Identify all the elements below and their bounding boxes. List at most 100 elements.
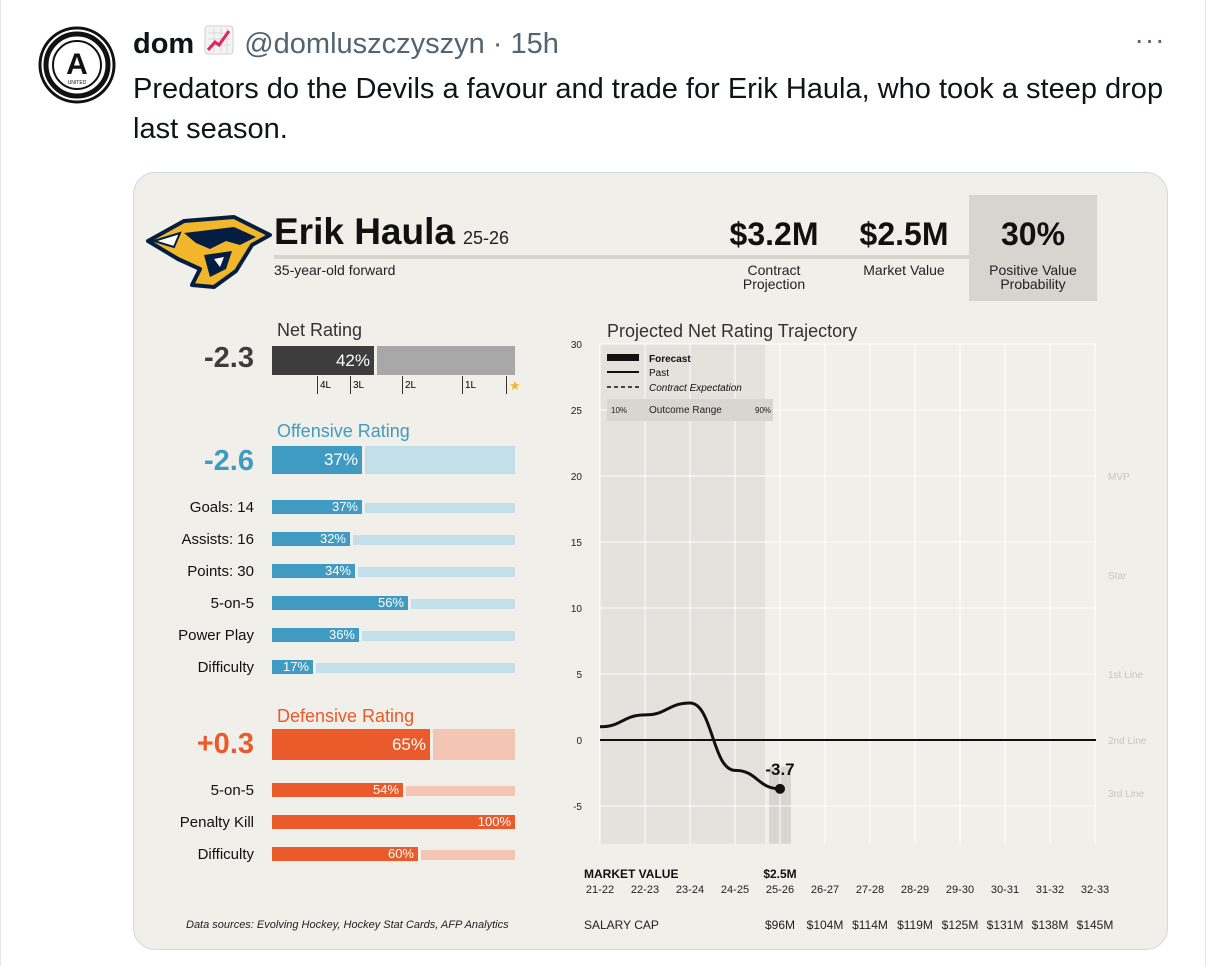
x-tick-label: 31-32 [1036,884,1064,896]
offensive-row-label: Points: 30 [187,563,254,580]
y-tick-label: 25 [571,406,583,417]
header-divider [274,255,969,259]
legend-forecast-swatch [607,354,639,361]
salary-cap-value: $104M [807,918,844,932]
x-tick-label: 30-31 [991,884,1019,896]
marker-2L: 2L [402,376,416,394]
chart-increasing-emoji-icon [204,25,234,63]
offensive-rating-value: -2.6 [204,445,254,477]
defensive-rating-title: Defensive Rating [277,706,415,726]
offensive-rating-bar-fill: 37% [272,446,362,474]
offensive-row-track [358,567,515,577]
offensive-rating-bar: 37% [272,446,515,474]
defensive-row-track [406,786,515,796]
past-series-line [599,701,781,791]
offensive-row-bar: 36% [272,628,359,642]
defensive-row-bar: 54% [272,783,403,797]
tweet-timestamp[interactable]: 15h [510,27,559,60]
market-value-axis-label: MARKET VALUE [584,867,678,881]
x-tick-label: 29-30 [946,884,974,896]
x-tick-label: 23-24 [676,884,704,896]
y-tick-label: 5 [576,670,582,681]
salary-cap-label: SALARY CAP [584,918,659,932]
salary-cap-value: $138M [1032,918,1069,932]
defensive-row-label: Difficulty [197,846,254,863]
tier-label: 3rd Line [1108,789,1145,800]
legend-past-label: Past [649,368,669,379]
current-value-label: -3.7 [765,760,794,779]
data-sources-note: Data sources: Evolving Hockey, Hockey St… [186,919,509,931]
offensive-row-bar: 56% [272,596,408,610]
trajectory-chart: 30 25 20 15 10 5 0 -5 MVP Star 1st Line 2nd Line 3rd… [571,321,1147,932]
offensive-rating-title: Offensive Rating [277,421,410,441]
x-tick-label: 24-25 [721,884,749,896]
author-handle[interactable]: @domluszczyszyn [244,27,485,60]
defensive-rating-bar-fill: 65% [272,729,430,760]
offensive-row-track [362,631,515,641]
y-tick-label: 0 [576,736,582,747]
marker-1L: 1L [462,376,476,394]
defensive-row-track [421,850,515,860]
past-region-shading [600,344,765,844]
more-options-icon[interactable]: ··· [1134,24,1166,55]
y-tick-label: 20 [571,472,583,483]
contract-projection-label: Contract Projection [742,262,806,292]
offensive-rating-bar-track [365,446,515,474]
offensive-row-label: Difficulty [197,659,254,676]
offensive-row-track [365,503,515,513]
offensive-row-label: 5-on-5 [210,595,254,612]
tweet-header: dom @domluszczyszyn · 15h [133,25,559,63]
legend-range-high: 90% [755,406,771,415]
tweet-text: Predators do the Devils a favour and tra… [133,73,1164,145]
defensive-rating-value: +0.3 [196,728,254,760]
author-avatar[interactable]: A UNITED [38,26,116,104]
legend-forecast-label: Forecast [649,354,691,365]
season-label: 25-26 [463,228,510,248]
legend-range-swatch [607,399,773,421]
offensive-row-track [316,663,515,673]
positive-value-probability-value: 30% [1000,216,1066,252]
player-card-image[interactable]: Erik Haula 25-26 35-year-old forward $3.… [133,172,1168,950]
tier-label: Star [1108,571,1127,582]
x-tick-label: 25-26 [766,884,794,896]
y-tick-label: -5 [573,802,582,813]
legend-contract-label: Contract Expectation [649,383,742,394]
offensive-row-track [353,535,515,545]
player-name: Erik Haula [274,211,455,252]
net-rating-value: -2.3 [204,342,254,374]
offensive-row-bar: 32% [272,532,350,546]
marker-3L: 3L [350,376,364,394]
tier-label: 2nd Line [1108,736,1147,747]
x-tick-label: 26-27 [811,884,839,896]
positive-value-box [969,195,1097,301]
offensive-row-bar: 34% [272,564,355,578]
author-name[interactable]: dom [133,27,195,60]
x-tick-label: 32-33 [1081,884,1109,896]
y-tick-label: 10 [571,604,583,615]
marker-4L: 4L [317,376,331,394]
salary-cap-value: $131M [987,918,1024,932]
separator-dot: · [492,27,503,60]
x-tick-label: 21-22 [586,884,614,896]
net-rating-bar: 42% [272,346,515,375]
salary-cap-value: $125M [942,918,979,932]
x-tick-label: 22-23 [631,884,659,896]
avatar-subtext: UNITED [68,80,87,86]
offensive-row-bar: 37% [272,500,362,514]
legend-range-label: Outcome Range [649,405,722,416]
x-tick-label: 28-29 [901,884,929,896]
defensive-row-label: Penalty Kill [179,814,254,831]
net-rating-bar-track [377,346,515,375]
offensive-row-label: Assists: 16 [181,531,254,548]
market-value-amount: $2.5M [763,867,796,881]
y-tick-label: 15 [571,538,583,549]
offensive-row-bar: 17% [272,660,313,674]
y-tick-label: 30 [571,340,583,351]
offensive-row-label: Goals: 14 [189,499,254,516]
defensive-rating-bar-track [433,729,515,760]
tier-label: MVP [1108,472,1130,483]
offensive-row-label: Power Play [178,627,254,644]
chart-title: Projected Net Rating Trajectory [607,321,857,341]
market-value-value: $2.5M [859,216,949,252]
